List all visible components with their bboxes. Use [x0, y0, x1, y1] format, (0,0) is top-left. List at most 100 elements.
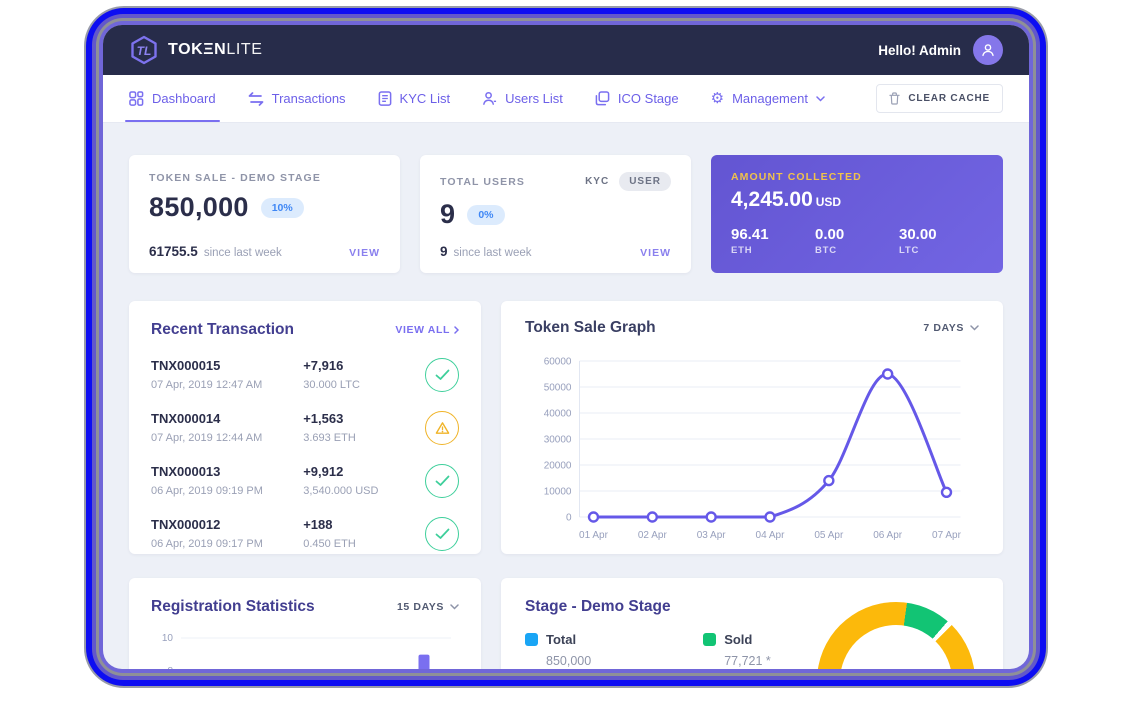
- tab-dashboard[interactable]: Dashboard: [125, 75, 220, 122]
- stack-icon: [595, 91, 610, 106]
- warning-icon: [425, 411, 459, 445]
- transaction-id: TNX000013: [151, 464, 221, 479]
- total-users-stat-card: TOTAL USERS KYC USER 9 0% 9 since last w…: [420, 155, 691, 273]
- trash-icon: [889, 92, 901, 105]
- token-sale-delta: 61755.5: [149, 244, 198, 259]
- svg-text:06 Apr: 06 Apr: [873, 530, 903, 541]
- tab-label: Dashboard: [152, 91, 216, 106]
- svg-text:30000: 30000: [544, 435, 572, 446]
- svg-text:TL: TL: [137, 44, 152, 58]
- dashboard-content: TOKEN SALE - DEMO STAGE 850,000 10% 6175…: [103, 123, 1029, 669]
- registration-range-select[interactable]: 15 DAYS: [397, 601, 459, 613]
- breakdown-btc: 0.00 BTC: [815, 226, 845, 256]
- transaction-id: TNX000015: [151, 358, 221, 373]
- tab-label: Management: [732, 91, 808, 106]
- transaction-row[interactable]: TNX000013 06 Apr, 2019 09:19 PM +9,912 3…: [151, 464, 459, 498]
- clear-cache-button[interactable]: CLEAR CACHE: [876, 84, 1003, 113]
- toggle-kyc[interactable]: KYC: [585, 176, 610, 187]
- transaction-date: 07 Apr, 2019 12:47 AM: [151, 379, 263, 391]
- svg-text:10: 10: [162, 633, 174, 644]
- amount-collected-label: AMOUNT COLLECTED: [731, 171, 862, 183]
- transaction-list: TNX000015 07 Apr, 2019 12:47 AM +7,916 3…: [151, 358, 459, 551]
- transaction-date: 07 Apr, 2019 12:44 AM: [151, 432, 263, 444]
- amount-currency: USD: [815, 195, 842, 209]
- toggle-user[interactable]: USER: [619, 172, 671, 191]
- greeting-text: Hello! Admin: [878, 42, 961, 58]
- transaction-date: 06 Apr, 2019 09:19 PM: [151, 485, 263, 497]
- chevron-down-icon: [970, 325, 979, 331]
- total-users-pct-badge: 0%: [467, 204, 505, 225]
- svg-text:04 Apr: 04 Apr: [756, 530, 786, 541]
- svg-text:05 Apr: 05 Apr: [814, 530, 844, 541]
- legend-total: Total 850,000: [525, 632, 591, 668]
- tab-label: Transactions: [271, 91, 346, 106]
- brand-name: TOKΞNLITE: [168, 41, 263, 58]
- transaction-row[interactable]: TNX000015 07 Apr, 2019 12:47 AM +7,916 3…: [151, 358, 459, 392]
- avatar[interactable]: [973, 35, 1003, 65]
- token-sale-line-chart[interactable]: 0 10000 20000 30000 40000 50000 60000 01 Apr 02 …: [525, 349, 979, 550]
- token-sale-graph-card: Token Sale Graph 7 DAYS 0 10000 20000 30000…: [501, 301, 1003, 554]
- tab-kyc-list[interactable]: KYC List: [378, 75, 451, 122]
- transaction-id: TNX000012: [151, 517, 221, 532]
- svg-text:60000: 60000: [544, 357, 572, 368]
- svg-text:40000: 40000: [544, 409, 572, 420]
- token-sale-pct-badge: 10%: [260, 197, 304, 218]
- transaction-detail: 0.450 ETH: [303, 538, 356, 550]
- breakdown-ltc: 30.00 LTC: [899, 226, 937, 256]
- tab-management[interactable]: ⚙ Management: [711, 75, 825, 122]
- transaction-amount: +9,912: [303, 464, 344, 479]
- amount-collected-card: AMOUNT COLLECTED 4,245.00 USD 96.41 ETH 0…: [711, 155, 1003, 273]
- chevron-down-icon: [450, 604, 459, 610]
- svg-text:20000: 20000: [544, 461, 572, 472]
- swap-arrows-icon: [248, 91, 263, 106]
- svg-text:02 Apr: 02 Apr: [638, 530, 668, 541]
- total-users-label: TOTAL USERS: [440, 175, 526, 188]
- transaction-amount: +188: [303, 517, 333, 532]
- chevron-right-icon: [454, 326, 459, 334]
- token-sale-view-link[interactable]: VIEW: [349, 247, 380, 259]
- top-navbar: TL TOKΞNLITE Hello! Admin: [103, 25, 1029, 75]
- token-sale-stat-card: TOKEN SALE - DEMO STAGE 850,000 10% 6175…: [129, 155, 400, 273]
- stage-title: Stage - Demo Stage: [525, 598, 671, 615]
- total-users-view-link[interactable]: VIEW: [640, 247, 671, 259]
- total-users-delta: 9: [440, 244, 448, 259]
- clear-cache-label: CLEAR CACHE: [908, 93, 990, 104]
- recent-transactions-card: Recent Transaction VIEW ALL TNX000015 07…: [129, 301, 481, 554]
- transaction-row[interactable]: TNX000012 06 Apr, 2019 09:17 PM +188 0.4…: [151, 517, 459, 551]
- gear-icon: ⚙: [710, 90, 725, 107]
- check-icon: [425, 358, 459, 392]
- transaction-detail: 3.693 ETH: [303, 432, 356, 444]
- svg-text:8: 8: [167, 666, 173, 669]
- registration-bar-chart[interactable]: 1086420: [151, 630, 459, 669]
- tab-label: ICO Stage: [617, 91, 679, 106]
- brand-logo[interactable]: TL TOKΞNLITE: [129, 35, 263, 65]
- view-all-link[interactable]: VIEW ALL: [395, 324, 459, 336]
- svg-text:01 Apr: 01 Apr: [579, 530, 609, 541]
- chevron-down-icon: [816, 95, 825, 102]
- transaction-amount: +7,916: [303, 358, 344, 373]
- svg-text:03 Apr: 03 Apr: [697, 530, 727, 541]
- document-list-icon: [378, 91, 391, 106]
- amount-collected-value: 4,245.00 USD: [731, 188, 842, 211]
- check-icon: [425, 464, 459, 498]
- graph-range-select[interactable]: 7 DAYS: [923, 322, 979, 334]
- stage-legend: Total 850,000 Sold 77,721 *: [525, 632, 979, 668]
- token-sale-label: TOKEN SALE - DEMO STAGE: [149, 172, 321, 184]
- registration-statistics-title: Registration Statistics: [151, 598, 315, 615]
- breakdown-eth: 96.41 ETH: [731, 226, 769, 256]
- kyc-user-toggle: KYC USER: [585, 172, 671, 191]
- transaction-row[interactable]: TNX000014 07 Apr, 2019 12:44 AM +1,563 3…: [151, 411, 459, 445]
- tab-transactions[interactable]: Transactions: [248, 75, 346, 122]
- tab-ico-stage[interactable]: ICO Stage: [595, 75, 679, 122]
- tab-users-list[interactable]: Users List: [482, 75, 563, 122]
- delta-note: since last week: [453, 247, 532, 259]
- transaction-date: 06 Apr, 2019 09:17 PM: [151, 538, 263, 550]
- stage-card: Stage - Demo Stage Total 850,000: [501, 578, 1003, 669]
- tab-label: KYC List: [399, 91, 451, 106]
- total-users-value: 9: [440, 199, 456, 229]
- amount-breakdown: 96.41 ETH 0.00 BTC 30.00 LTC: [731, 226, 983, 256]
- svg-text:07 Apr: 07 Apr: [932, 530, 962, 541]
- check-icon: [425, 517, 459, 551]
- tokenlite-logo-icon: TL: [131, 35, 157, 65]
- delta-note: since last week: [203, 247, 282, 259]
